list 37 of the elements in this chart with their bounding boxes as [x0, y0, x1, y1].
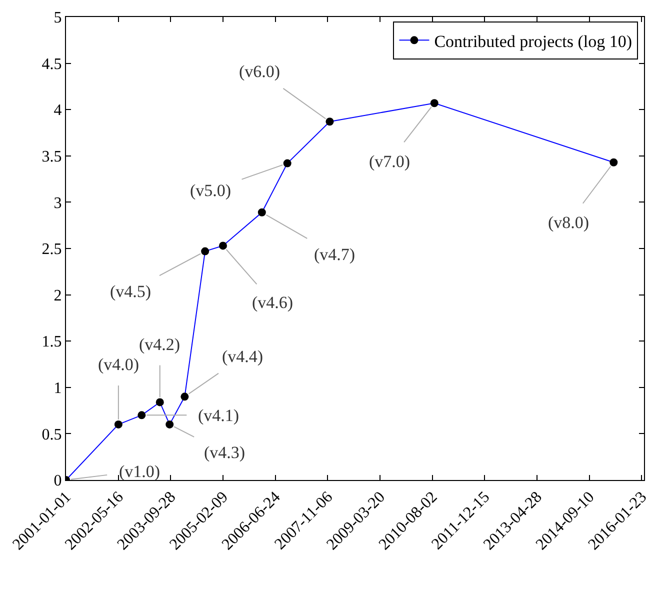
point [430, 99, 438, 108]
annotation: (v4.7) [314, 245, 356, 264]
point [138, 411, 146, 420]
point [258, 208, 266, 216]
annotation: (v4.0) [98, 355, 140, 374]
annotation: (v8.0) [548, 213, 590, 232]
y-tick-label: 1 [54, 380, 62, 397]
annotation: (v6.0) [239, 62, 280, 81]
annotation: (v4.5) [110, 282, 152, 301]
y-tick-label: 0.5 [42, 426, 62, 444]
y-tick-label: 2.5 [42, 241, 62, 258]
y-tick-label: 4 [54, 102, 62, 120]
annotation: (v5.0) [190, 181, 232, 200]
legend-label: Contributed projects (log 10) [434, 32, 632, 51]
y-tick-label: 3.5 [42, 148, 62, 166]
y-tick-label: 3 [54, 194, 62, 212]
y-tick-label: 4.5 [42, 56, 62, 73]
point [180, 392, 189, 401]
annotation: (v4.1) [198, 406, 240, 425]
annotation: (v7.0) [369, 152, 410, 171]
annotation: (v4.3) [204, 443, 246, 462]
point [610, 158, 618, 166]
annotation: (v4.6) [252, 293, 294, 312]
point [156, 398, 164, 406]
point [283, 159, 292, 168]
annotation: (v4.4) [222, 347, 264, 366]
y-tick-label: 2 [54, 287, 62, 304]
point [218, 242, 227, 250]
y-tick-label: 1.5 [42, 334, 62, 351]
point [326, 118, 334, 126]
y-tick-label: 0 [54, 472, 62, 490]
point [166, 420, 174, 428]
annotation: (v4.2) [139, 335, 180, 354]
y-tick-label: 5 [54, 10, 62, 27]
point [201, 247, 210, 256]
point [114, 420, 122, 428]
annotation: (v1.0) [119, 462, 160, 481]
